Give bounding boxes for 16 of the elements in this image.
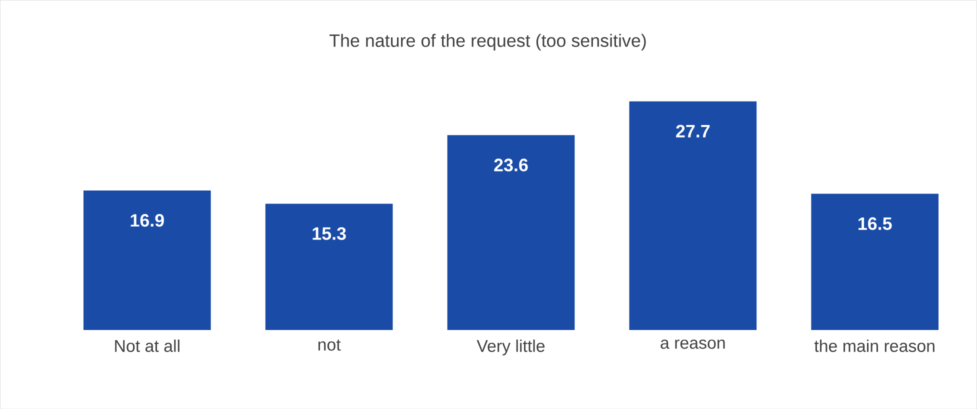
x-tick-label: a reason — [660, 339, 725, 349]
bar — [83, 190, 211, 330]
bar — [811, 194, 939, 330]
data-label: 15.3 — [312, 227, 346, 240]
data-label: 27.7 — [676, 124, 710, 138]
x-tick-label: Not at all — [115, 339, 180, 352]
data-label: 16.5 — [858, 217, 892, 230]
bar — [265, 204, 393, 330]
x-tick-label: not — [318, 339, 341, 351]
x-tick-label: the main reason — [814, 339, 934, 352]
x-tick-label: Very little — [476, 339, 545, 356]
chart-title: The nature of the request (too sensitive) — [329, 34, 646, 50]
data-label: 16.9 — [130, 214, 164, 227]
bar — [447, 135, 575, 330]
bar — [629, 101, 757, 330]
data-label: 23.6 — [494, 158, 528, 172]
